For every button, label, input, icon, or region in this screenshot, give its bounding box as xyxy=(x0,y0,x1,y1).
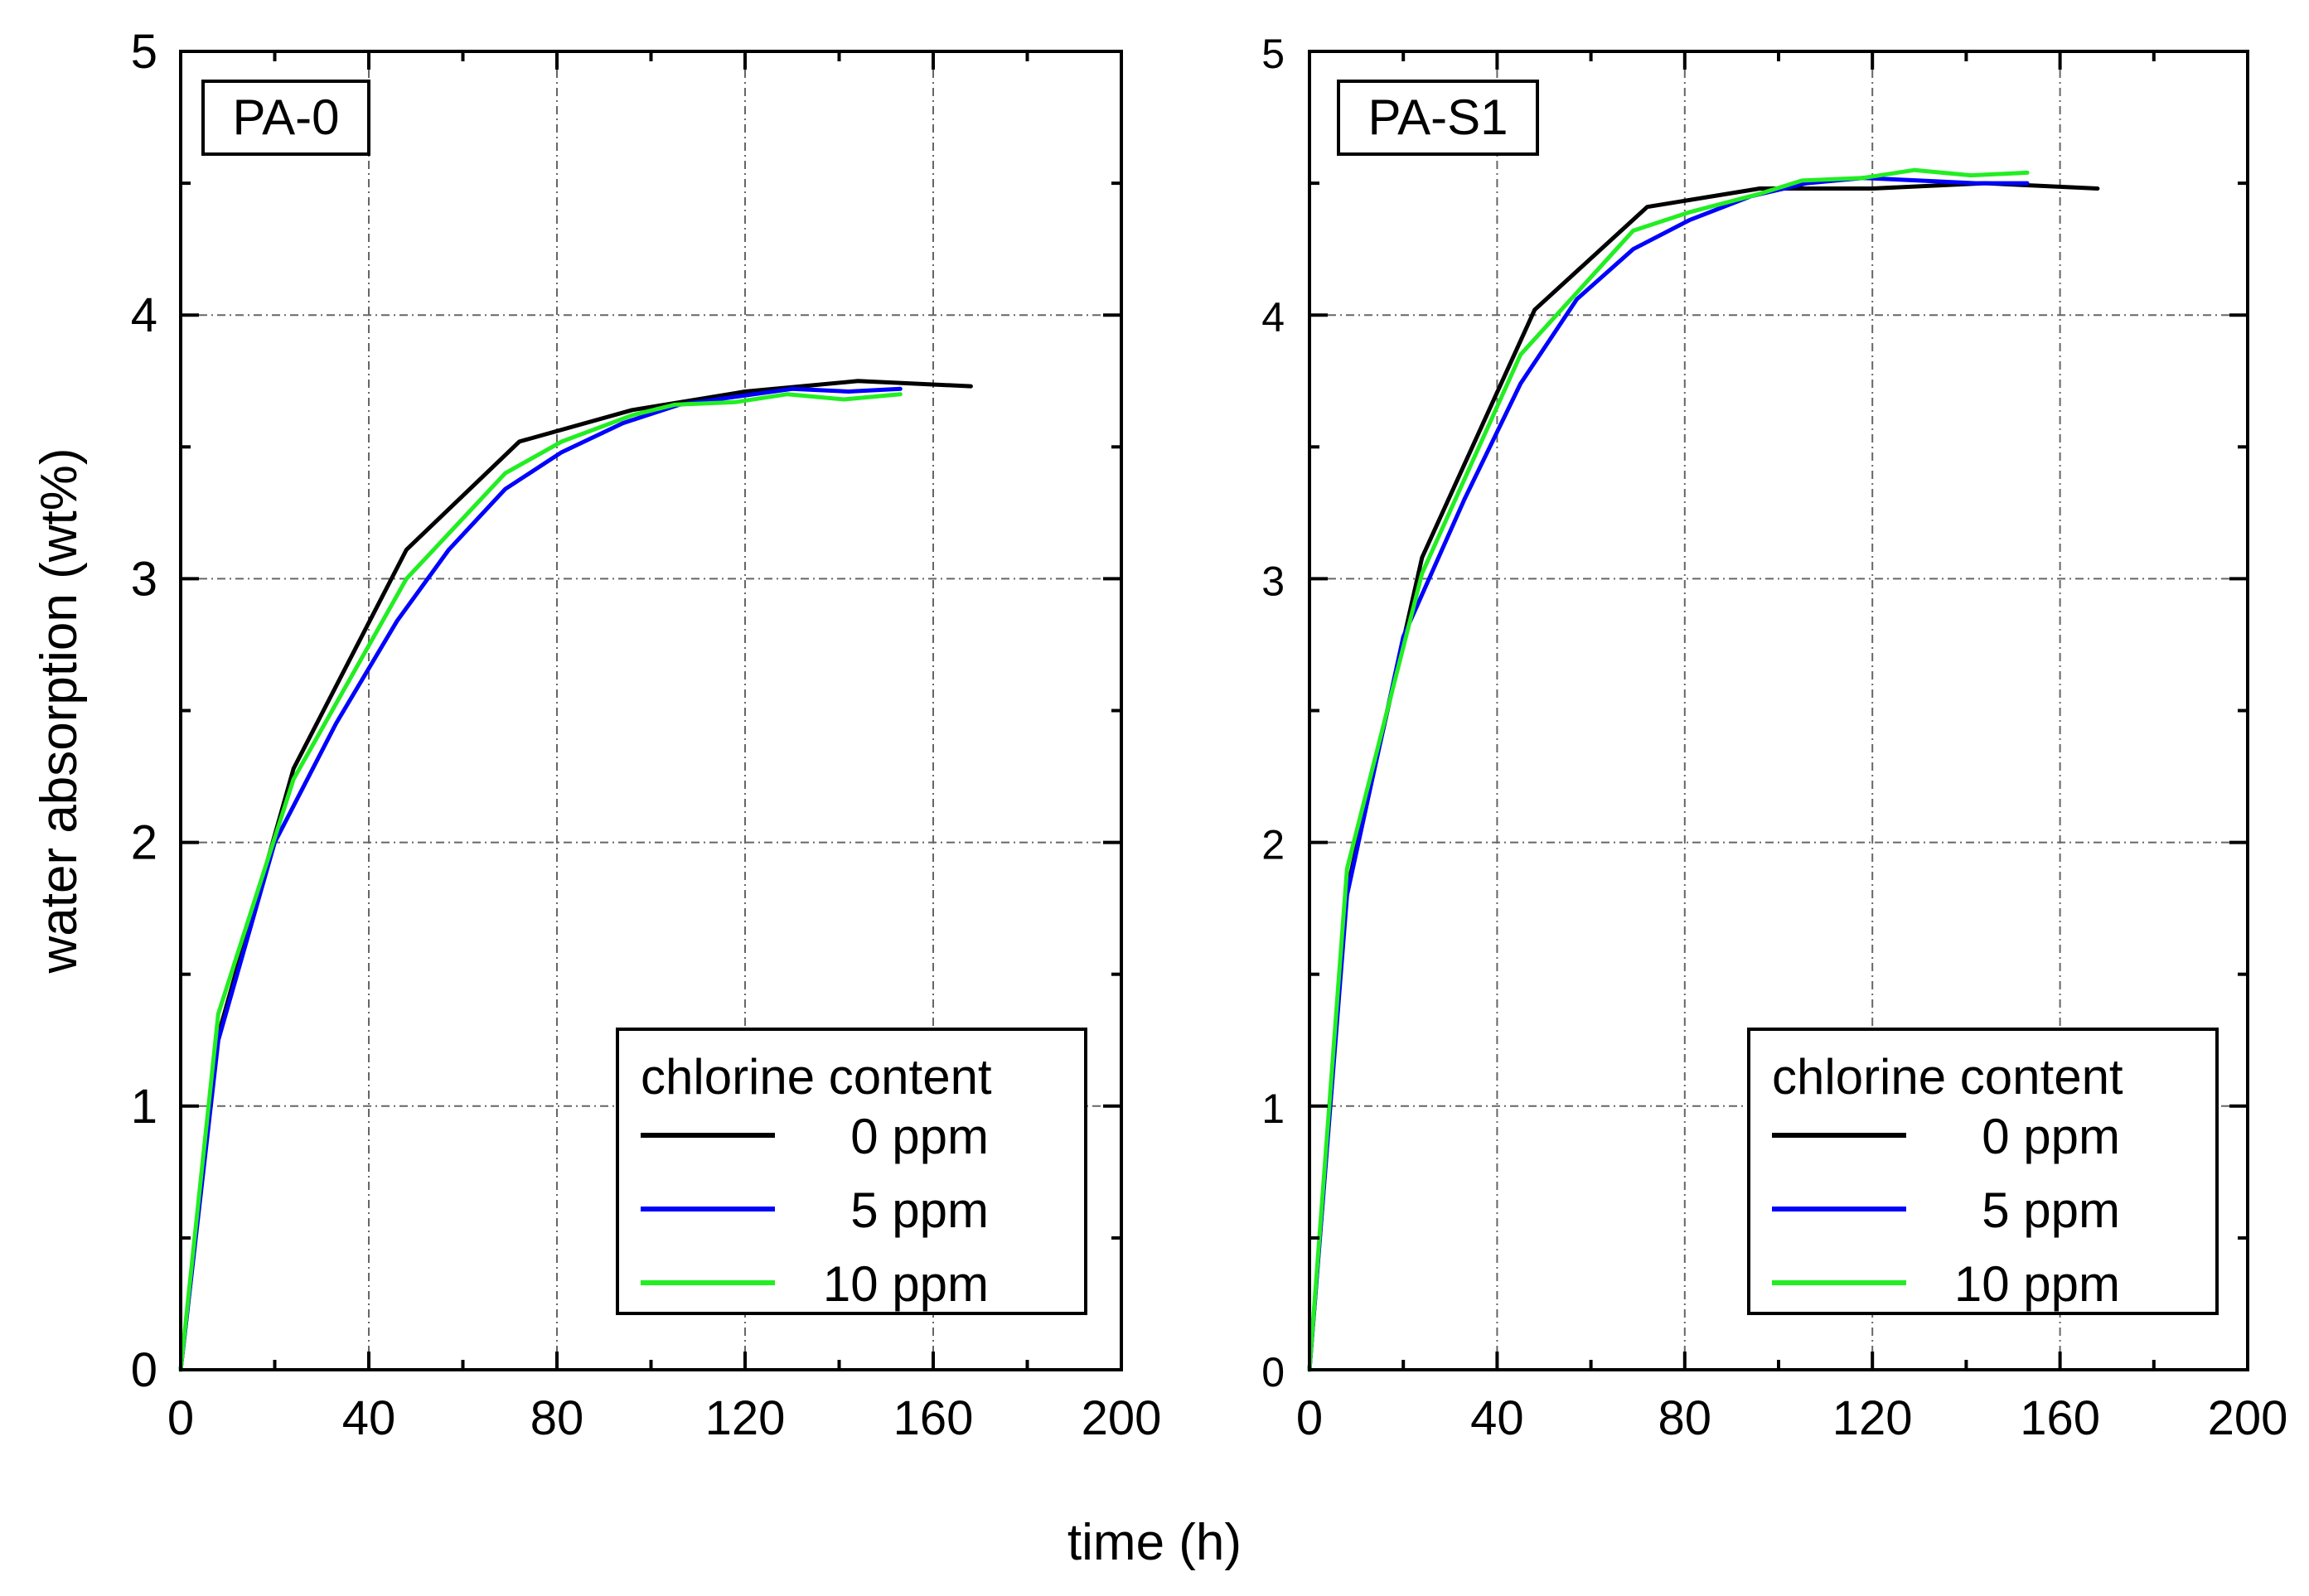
legend-entry: 5 ppm xyxy=(1982,1182,2120,1238)
y-tick-label: 3 xyxy=(1261,558,1285,604)
x-tick-label: 160 xyxy=(893,1391,974,1445)
legend-box xyxy=(1747,1028,2219,1315)
x-tick-label: 120 xyxy=(705,1391,786,1445)
panel-label: PA-S1 xyxy=(1368,89,1508,145)
y-axis-title: water absorption (wt%) xyxy=(31,447,88,974)
series-line-10-ppm xyxy=(178,392,903,1372)
series-line-10-ppm xyxy=(1307,167,2030,1372)
panel-label-box xyxy=(1337,80,1539,156)
x-tick-label: 120 xyxy=(1832,1391,1913,1445)
x-tick-label: 0 xyxy=(167,1391,194,1445)
panel-label-box xyxy=(201,80,370,156)
x-axis-title: time (h) xyxy=(1067,1514,1242,1571)
y-tick-label: 5 xyxy=(131,25,157,79)
y-tick-label: 0 xyxy=(1261,1349,1285,1395)
x-tick-label: 40 xyxy=(1470,1391,1524,1445)
x-tick-label: 160 xyxy=(2020,1391,2100,1445)
y-tick-label: 1 xyxy=(1261,1086,1285,1132)
x-tick-label: 200 xyxy=(2208,1391,2288,1445)
x-tick-label: 40 xyxy=(342,1391,396,1445)
y-tick-label: 5 xyxy=(1261,31,1285,77)
legend-entry: 10 ppm xyxy=(1954,1256,2120,1312)
x-tick-label: 0 xyxy=(1296,1391,1323,1445)
panel-pa-0: 0 40 80 120 160 200 0 1 2 3 4 5 water absorption (wt… xyxy=(31,25,1161,1445)
panel-label: PA-0 xyxy=(233,89,340,145)
y-tick-label: 2 xyxy=(1261,822,1285,868)
legend-title: chlorine content xyxy=(641,1049,992,1105)
x-tick-label: 200 xyxy=(1082,1391,1162,1445)
y-tick-label: 3 xyxy=(131,552,157,606)
legend-entry: 0 ppm xyxy=(1982,1109,2120,1164)
y-tick-label: 4 xyxy=(131,288,157,342)
legend-entry: 5 ppm xyxy=(850,1182,989,1238)
x-tick-label: 80 xyxy=(1658,1391,1712,1445)
legend-box xyxy=(616,1028,1087,1315)
y-tick-label: 0 xyxy=(131,1343,157,1397)
x-tick-label: 80 xyxy=(530,1391,584,1445)
legend-entry: 10 ppm xyxy=(823,1256,989,1312)
legend-entry: 0 ppm xyxy=(850,1109,989,1164)
y-tick-label: 2 xyxy=(131,816,157,870)
panel-pa-s1: 0 40 80 120 160 200 0 1 2 3 4 5 PA-S1 chlorine conten… xyxy=(1261,31,2287,1445)
y-tick-label: 4 xyxy=(1261,294,1285,341)
y-tick-label: 1 xyxy=(131,1080,157,1134)
legend-title: chlorine content xyxy=(1772,1049,2123,1105)
series-line-5-ppm xyxy=(178,386,903,1372)
